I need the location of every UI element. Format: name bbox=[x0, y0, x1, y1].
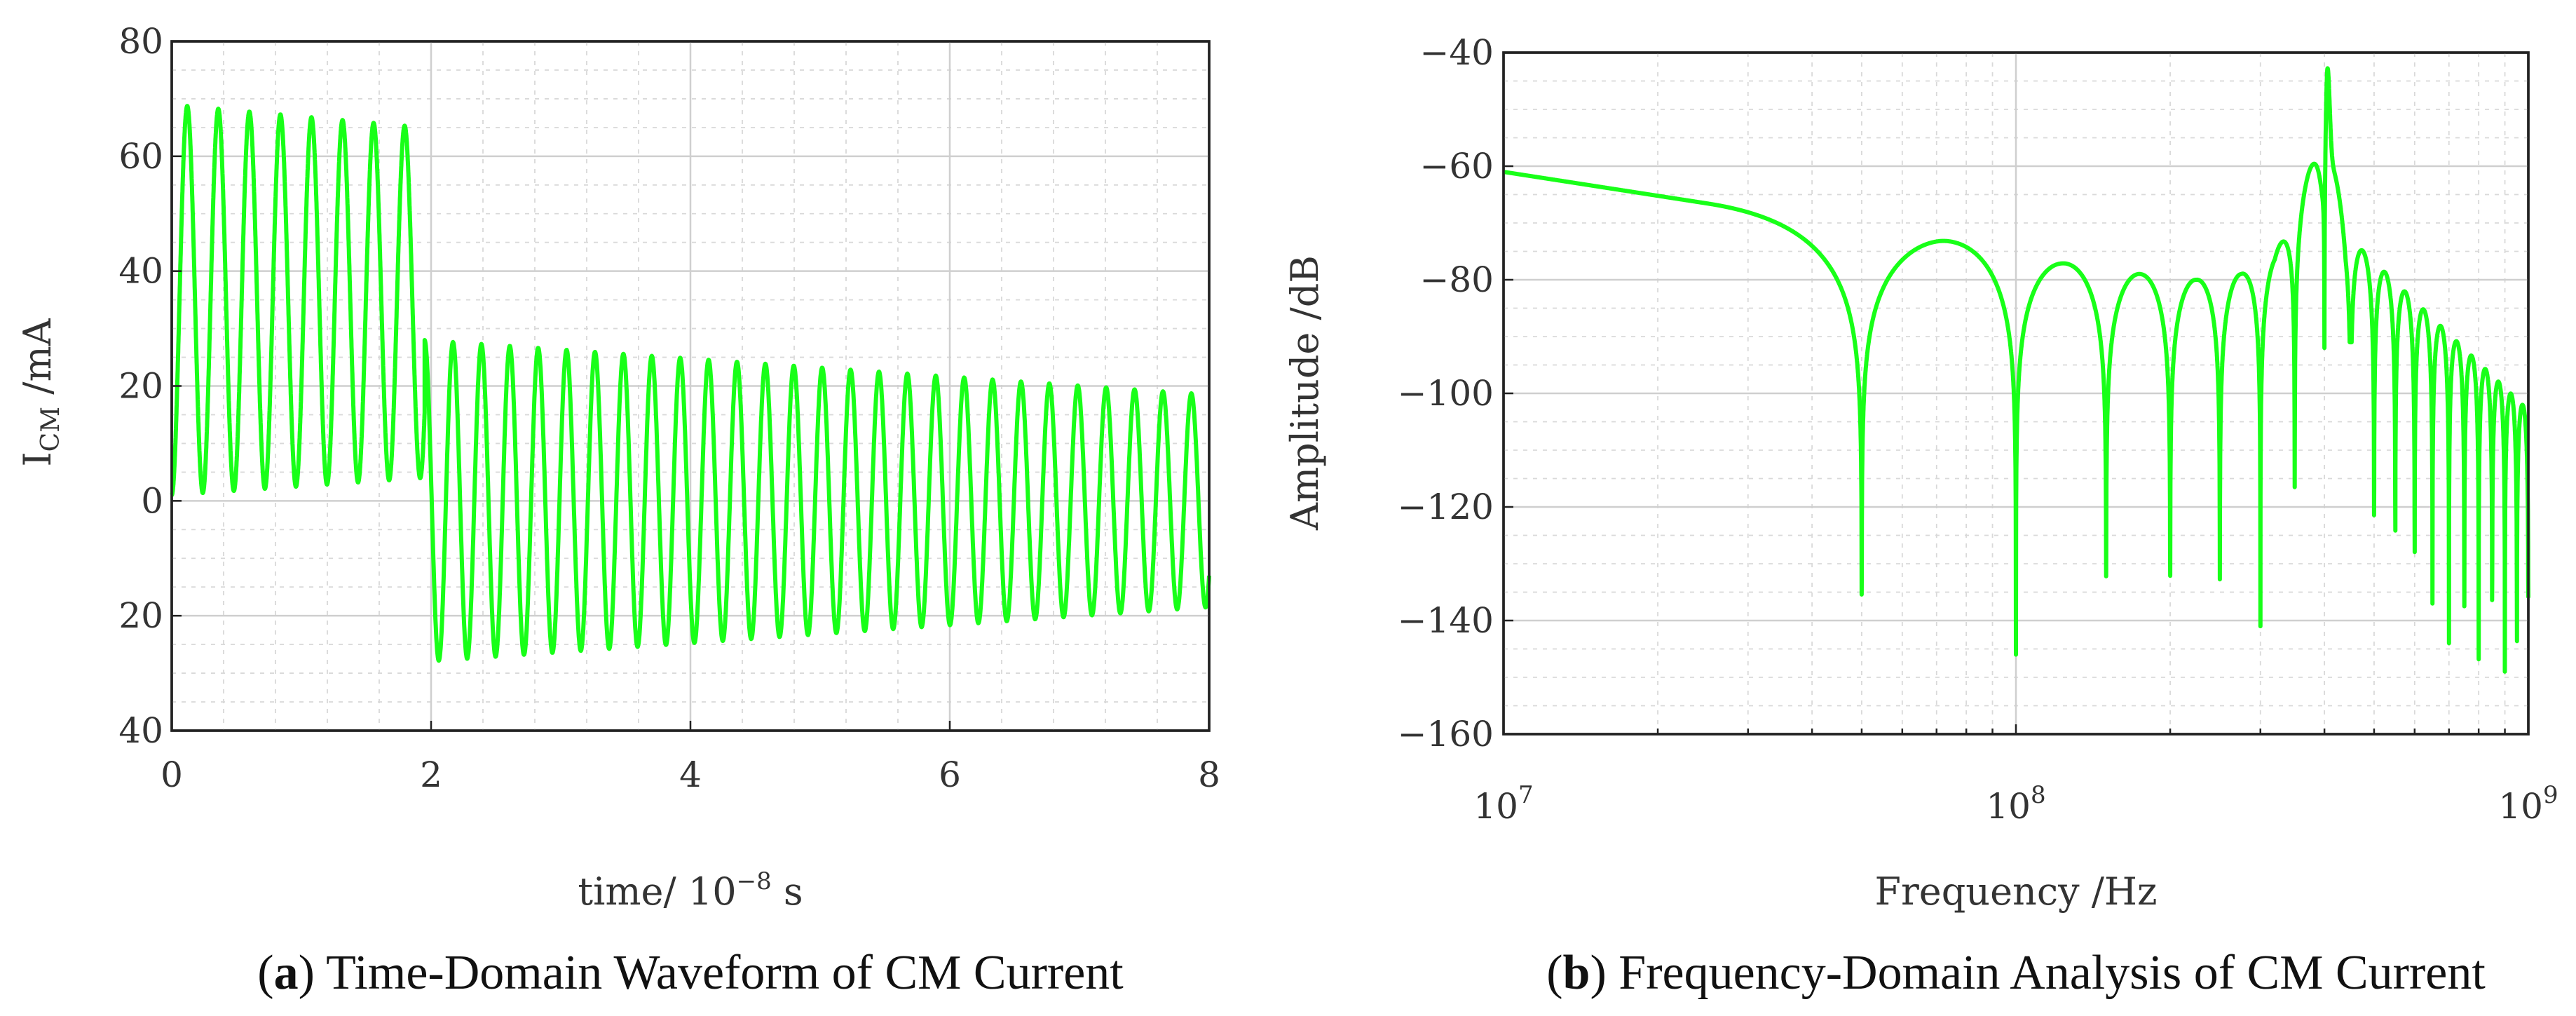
panel-a-cm-current-line bbox=[170, 104, 1211, 663]
panel-a-xtick-label: 6 bbox=[939, 754, 961, 795]
panel-a-xlabel-unit: s bbox=[772, 869, 803, 914]
panel-b-xtick-base: 10 bbox=[1473, 786, 1518, 827]
panel-a-caption: (a) Time-Domain Waveform of CM Current bbox=[257, 946, 1124, 1000]
panel-a-ytick-label: 0 bbox=[141, 480, 163, 521]
panel-a-ylabel-main: I bbox=[15, 452, 60, 466]
panel-b-ytick-label: −120 bbox=[1398, 487, 1494, 527]
panel-b-xtick-label: 108 bbox=[1986, 781, 2045, 827]
panel-b-xtick-base: 10 bbox=[2498, 786, 2543, 827]
panel-b-ytick-label: −100 bbox=[1398, 373, 1494, 414]
panel-b-ticks: 107 108 109−40−60−80−100−120−140−160 bbox=[1398, 32, 2558, 827]
panel-b-xlabel: Frequency /Hz bbox=[1875, 869, 2158, 914]
panel-b-ytick-label: −140 bbox=[1398, 600, 1494, 641]
panel-a-caption-text: Time-Domain Waveform of CM Current bbox=[315, 946, 1124, 1000]
panel-a-xtick-label: 2 bbox=[420, 754, 442, 795]
panel-a-xtick-label: 0 bbox=[161, 754, 183, 795]
panel-a-ytick-label: 40 bbox=[118, 251, 163, 292]
panel-b-xtick-label: 109 bbox=[2498, 781, 2558, 827]
panel-a-ytick-label: 20 bbox=[118, 595, 163, 636]
panel-a-ytick-label: 60 bbox=[118, 136, 163, 177]
panel-a-xlabel-main: time/ 10 bbox=[578, 869, 736, 914]
panel-b-ylabel: Amplitude /dB bbox=[1283, 255, 1327, 531]
panel-b-frequency-domain: 107 108 109−40−60−80−100−120−140−160 Ampli… bbox=[1283, 32, 2558, 1000]
panel-a-trace-group bbox=[170, 104, 1211, 663]
panel-a-xlabel-exp: −8 bbox=[737, 867, 772, 895]
panel-a-xlabel: time/ 10−8 s bbox=[578, 867, 803, 914]
panel-a-caption-letter: a bbox=[274, 946, 299, 1000]
panel-a-ylabel-unit: /mA bbox=[15, 318, 60, 407]
panel-a-ylabel-sub: CM bbox=[36, 407, 65, 452]
panel-a-grid bbox=[170, 40, 1211, 732]
panel-a-ylabel: ICM /mA bbox=[15, 318, 65, 466]
panel-b-caption-text: Frequency-Domain Analysis of CM Current bbox=[1607, 946, 2486, 1000]
panel-a-xtick-label: 4 bbox=[679, 754, 702, 795]
panel-a-ytick-label: 20 bbox=[118, 366, 163, 407]
panel-b-xtick-label: 107 bbox=[1473, 781, 1533, 827]
panel-a-ticks: 0 2 4 6 8 80 60 40 20 0 20 40 bbox=[118, 21, 1220, 795]
panel-b-ytick-label: −60 bbox=[1419, 146, 1494, 187]
panel-b-spectrum-line bbox=[1501, 66, 2530, 674]
panel-b-ytick-label: −80 bbox=[1419, 259, 1494, 300]
panel-b-ytick-label: −40 bbox=[1419, 32, 1494, 73]
panel-a-ytick-label: 40 bbox=[118, 710, 163, 751]
panel-b-trace-group bbox=[1501, 66, 2530, 674]
panel-b-xtick-exp: 7 bbox=[1518, 781, 1534, 809]
panel-b-caption: (b) Frequency-Domain Analysis of CM Curr… bbox=[1546, 946, 2486, 1000]
panel-a-ytick-label: 80 bbox=[118, 21, 163, 62]
panel-b-xtick-exp: 8 bbox=[2031, 781, 2046, 809]
panel-b-ytick-label: −160 bbox=[1398, 714, 1494, 754]
panel-b-xtick-base: 10 bbox=[1986, 786, 2031, 827]
panel-b-xtick-exp: 9 bbox=[2543, 781, 2558, 809]
panel-a-xtick-label: 8 bbox=[1198, 754, 1220, 795]
panel-b-caption-letter: b bbox=[1563, 946, 1590, 1000]
